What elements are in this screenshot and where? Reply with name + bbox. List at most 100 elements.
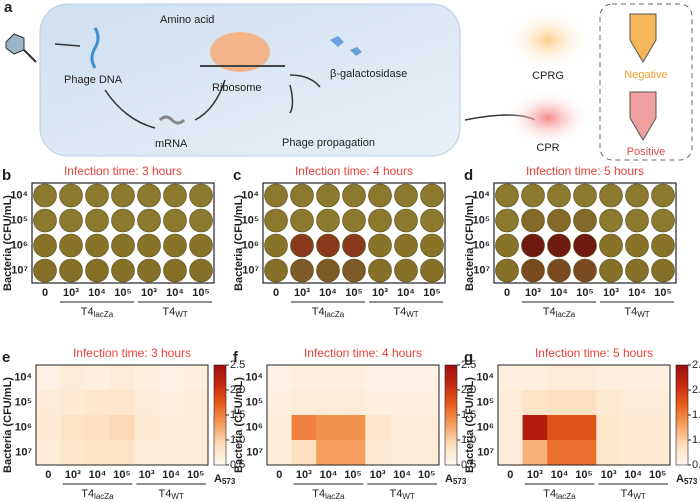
colorbar-step: [676, 420, 688, 423]
column-label: 10⁵: [113, 469, 130, 481]
heatmap-cell: [109, 365, 135, 391]
colorbar-step: [445, 372, 457, 376]
colorbar-step: [445, 437, 457, 441]
colorbar-step: [676, 427, 688, 431]
heatmap-cell: [498, 440, 523, 466]
colorbar-step: [445, 420, 457, 423]
heatmap-cell: [571, 390, 597, 416]
column-label: 10³: [296, 469, 312, 481]
colorbar-step: [214, 457, 226, 461]
colorbar-step: [676, 407, 688, 411]
colorbar-step: [214, 402, 226, 406]
well: [547, 233, 571, 258]
colorbar-step: [676, 437, 688, 441]
well: [33, 258, 57, 283]
text-sub: lacZa: [325, 492, 345, 501]
arrow: [289, 74, 321, 88]
panel-title: Infection time: 4 hours: [304, 346, 422, 360]
well: [599, 258, 623, 283]
colorbar-step: [676, 387, 688, 391]
text-base: T4: [393, 306, 406, 318]
column-label: 10⁴: [628, 287, 646, 299]
colorbar-step: [445, 405, 457, 408]
colorbar-tick-label: 1.0: [692, 434, 700, 446]
heatmap-cell: [414, 390, 440, 416]
heatmap-cell: [267, 390, 292, 416]
well: [651, 233, 675, 258]
well: [521, 233, 545, 258]
heatmap-cell: [547, 390, 573, 416]
row-label: 10⁶: [473, 239, 490, 251]
heatmap-cell: [134, 440, 160, 466]
row-label: 10⁴: [241, 189, 259, 201]
group-label: T4lacZa: [543, 488, 576, 501]
well: [137, 258, 161, 283]
heatmap-cell: [60, 415, 86, 441]
row-label: 10⁴: [476, 371, 494, 383]
well: [342, 233, 366, 258]
well: [290, 208, 314, 233]
colorbar-step: [676, 457, 688, 461]
text-sub: lacZa: [556, 310, 576, 319]
heatmap-cell: [365, 390, 391, 416]
row-label: 10⁷: [473, 264, 490, 276]
heatmap-cell: [596, 415, 622, 441]
colorbar-step: [445, 445, 457, 448]
colorbar-tick-label: 2.0: [230, 384, 245, 396]
colorbar-step: [676, 425, 688, 428]
colorbar-step: [445, 387, 457, 391]
well: [189, 233, 213, 258]
column-label: 0: [42, 287, 48, 299]
label: mRNA: [155, 138, 188, 150]
row-label: 10⁷: [246, 446, 263, 458]
colorbar-step: [445, 430, 457, 433]
column-label: 10⁵: [654, 287, 671, 299]
colorbar-step: [676, 447, 688, 451]
heatmap-cell: [498, 415, 523, 441]
well: [420, 208, 444, 233]
y-axis-label: Bacteria (CFU/mL): [464, 195, 476, 291]
text-base: T4: [162, 306, 175, 318]
colorbar-step: [214, 455, 226, 458]
heatmap-cell: [183, 415, 209, 441]
well: [368, 233, 392, 258]
heatmap-cell: [522, 390, 548, 416]
enzyme-icon: [330, 36, 362, 56]
colorbar-step: [214, 417, 226, 421]
heatmap-cell: [85, 390, 111, 416]
colorbar-step: [214, 372, 226, 376]
well: [394, 208, 418, 233]
colorbar-step: [214, 392, 226, 396]
colorbar-step: [214, 377, 226, 381]
colorbar-tick-label: 1.5: [230, 409, 245, 421]
column-label: 10³: [370, 469, 386, 481]
column-label: 10⁵: [345, 287, 362, 299]
group-label: T4WT: [390, 488, 415, 501]
heatmap-cell: [365, 415, 391, 441]
colorbar-step: [676, 435, 688, 438]
heatmap-cell: [158, 415, 184, 441]
text-base: T4: [543, 306, 556, 318]
colorbar-step: [214, 450, 226, 453]
column-label: 10³: [525, 287, 541, 299]
label: CPR: [536, 142, 559, 154]
column-label: 0: [504, 287, 510, 299]
colorbar-step: [445, 410, 457, 413]
column-label: 0: [45, 469, 51, 481]
tube-positive: [629, 91, 657, 141]
panel-title: Infection time: 3 hours: [73, 346, 191, 360]
well: [495, 233, 519, 258]
well: [163, 208, 187, 233]
phage-tail: [23, 49, 37, 63]
heatmap-cell: [340, 365, 366, 391]
row-label: 10⁶: [246, 421, 263, 433]
column-label: 10⁴: [624, 469, 642, 481]
heatmap-cell: [522, 440, 548, 466]
heatmap-cell: [316, 440, 342, 466]
heatmap-cell: [498, 365, 523, 391]
text-base: T4: [621, 488, 634, 500]
well: [573, 183, 597, 208]
colorbar-step: [676, 390, 688, 393]
well: [316, 258, 340, 283]
heatmap-cell: [571, 415, 597, 441]
